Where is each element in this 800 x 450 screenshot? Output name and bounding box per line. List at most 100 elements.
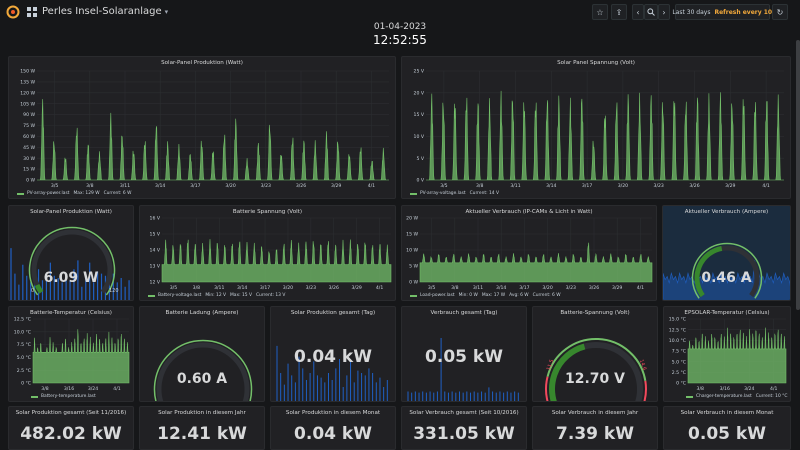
- gauge-threshold-low: [545, 376, 549, 401]
- panel-production-day[interactable]: Solar Produktion gesamt (Tag) 0.04 kW: [270, 306, 396, 402]
- grid-icon[interactable]: [27, 7, 37, 17]
- panel-stat-consumption-total[interactable]: Solar Verbrauch gesamt (Seit 10/2016) 33…: [401, 406, 527, 450]
- zoom-out-button[interactable]: [644, 4, 658, 20]
- panel-battery-voltage-gauge[interactable]: Batterie-Spannung (Volt) 11.5 14.6 12.70…: [532, 306, 658, 402]
- panel-title: Solar Verbrauch in diesem Jahr: [551, 410, 639, 416]
- panel-stat-production-month[interactable]: Solar Produktion in diesem Monat 0.04 kW: [270, 406, 396, 450]
- time-forward-button[interactable]: ›: [658, 4, 670, 20]
- y-tick-label: 15 V: [414, 112, 425, 118]
- page-scrollbar[interactable]: [796, 40, 800, 310]
- x-tick-label: 3/16: [64, 386, 74, 392]
- panel-title: Solar Produktion gesamt (Seit 11/2016): [15, 410, 127, 416]
- current-date: 01-04-2023: [373, 22, 427, 32]
- stat-value: 0.05 kW: [688, 424, 766, 444]
- y-tick-label: 13 V: [150, 264, 161, 270]
- panel-battery-voltage-chart[interactable]: Batterie Spannung (Volt) 12 V 13 V 14 V 15 …: [139, 205, 396, 301]
- panel-title: Solar-Panel Produktion (Watt): [161, 60, 243, 66]
- x-tick-label: 3/8: [41, 386, 48, 392]
- panel-stat-consumption-year[interactable]: Solar Verbrauch in diesem Jahr 7.39 kW: [532, 406, 658, 450]
- x-tick-label: 3/26: [589, 285, 599, 291]
- gauge-threshold-high: [643, 380, 647, 401]
- chart-pv-power: 0 W 15 W 30 W 45 W 60 W 75 W 90 W 105 W 120 W 135…: [20, 69, 389, 189]
- chart-charger-temp: 0 °C 2.5 °C 5.0 °C 7.5 °C 10.0 °C 12.5 °C 15.0…: [669, 317, 787, 392]
- gauge-battery-charge: [153, 339, 253, 401]
- panel-title: EPSOLAR-Temperatur (Celsius): [684, 310, 770, 316]
- panel-pv-power-gauge[interactable]: Solar-Panel Produktion (Watt) 0 120 6.09…: [8, 205, 134, 301]
- legend-series-name: Charger-temperature.last: [696, 394, 752, 399]
- share-button[interactable]: ⇪: [611, 4, 627, 20]
- gauge-threshold-ok: [546, 338, 647, 382]
- panel-stat-consumption-month[interactable]: Solar Verbrauch in diesem Monat 0.05 kW: [663, 406, 791, 450]
- x-tick-label: 3/8: [451, 285, 458, 291]
- time-picker-button[interactable]: Last 30 days Refresh every 10s: [672, 4, 776, 20]
- legend-swatch: [17, 192, 24, 195]
- refresh-button[interactable]: ↻: [772, 4, 788, 20]
- legend-current: Current: 10 °C: [755, 394, 788, 399]
- chart-legend: Charger-temperature.last Current: 10 °C: [686, 394, 790, 399]
- panel-title: Solar-Panel Produktion (Watt): [30, 209, 112, 215]
- panel-stat-production-year[interactable]: Solar Produktion in diesem Jahr 12.41 kW: [139, 406, 265, 450]
- x-tick-label: 3/23: [566, 285, 576, 291]
- x-tick-label: 3/11: [214, 285, 224, 291]
- current-time: 12:52:55: [373, 33, 427, 47]
- y-tick-label: 5 V: [416, 156, 424, 162]
- gauge-track: [156, 342, 250, 401]
- panel-battery-temp-chart[interactable]: Batterie-Temperatur (Celsius) 0 °C 2.5 °C…: [8, 306, 134, 402]
- y-tick-label: 16 V: [150, 216, 161, 222]
- chart-pv-voltage: 0 V 5 V 10 V 15 V 20 V 25 V 3/5 3/8 3/11 3/14 3/17…: [414, 69, 784, 189]
- panel-pv-power-chart[interactable]: Solar-Panel Produktion (Watt) 0 W 15 W 30 …: [8, 56, 396, 199]
- x-tick-label: 4/1: [113, 386, 120, 392]
- time-back-button[interactable]: ‹: [632, 4, 644, 20]
- x-tick-label: 3/23: [654, 183, 664, 189]
- panel-battery-charge-gauge[interactable]: Batterie Ladung (Ampere) 0.60 A: [139, 306, 265, 402]
- y-tick-label: 10 W: [406, 248, 418, 254]
- zoom-out-icon: [647, 8, 655, 16]
- panel-load-current-gauge[interactable]: Aktueller Verbrauch (Ampere) 0.46 A: [662, 205, 791, 301]
- y-tick-label: 20 W: [406, 216, 418, 222]
- panel-pv-voltage-chart[interactable]: Solar Panel Spannung (Volt) 0 V 5 V 10 V 15…: [401, 56, 791, 199]
- legend-swatch: [686, 395, 693, 398]
- panel-consumption-day[interactable]: Verbrauch gesamt (Tag) 0.05 kW: [401, 306, 527, 402]
- x-tick-label: 3/26: [296, 183, 306, 189]
- x-tick-label: 3/5: [170, 285, 177, 291]
- x-tick-label: 3/20: [618, 183, 628, 189]
- y-tick-label: 25 V: [414, 69, 425, 75]
- series-area: [37, 99, 389, 181]
- stat-value: 482.02 kW: [20, 424, 122, 444]
- star-button[interactable]: ☆: [592, 4, 608, 20]
- chevron-down-icon: ▾: [164, 8, 169, 16]
- panel-load-power-chart[interactable]: Aktueller Verbrauch (IP-CAMs & Licht in …: [401, 205, 657, 301]
- legend-current: Current: 6 W: [103, 191, 132, 196]
- refresh-interval-label: Refresh every 10s: [714, 8, 776, 16]
- x-tick-label: 3/14: [237, 285, 247, 291]
- x-tick-label: 3/5: [428, 285, 435, 291]
- chart-battery-temp: 0 °C 2.5 °C 5.0 °C 7.5 °C 10.0 °C 12.5 °C 3/8 3…: [14, 317, 130, 392]
- y-tick-label: 15 W: [23, 167, 35, 173]
- y-tick-label: 0 W: [409, 280, 418, 286]
- chevron-left-icon: ‹: [636, 7, 640, 17]
- x-tick-label: 3/17: [519, 285, 529, 291]
- y-tick-label: 45 W: [23, 145, 35, 151]
- dashboard-title[interactable]: Perles Insel-Solaranlage ▾: [42, 6, 168, 17]
- x-tick-label: 3/14: [546, 183, 556, 189]
- x-tick-label: 3/5: [51, 183, 58, 189]
- y-tick-label: 0 °C: [676, 381, 686, 387]
- panel-charger-temp-chart[interactable]: EPSOLAR-Temperatur (Celsius) 0 °C 2.5 °C 5…: [663, 306, 791, 402]
- y-tick-label: 12.5 °C: [14, 317, 31, 323]
- chart-legend: PV-array-power.last Max: 129 W Current: …: [17, 191, 135, 196]
- y-tick-label: 60 W: [23, 134, 35, 140]
- x-tick-label: 3/26: [689, 183, 699, 189]
- legend-swatch: [410, 192, 417, 195]
- x-tick-label: 3/16: [720, 386, 730, 392]
- grafana-logo-icon[interactable]: [6, 5, 20, 19]
- x-tick-label: 3/14: [496, 285, 506, 291]
- legend-min: Min: 0 W: [458, 293, 478, 298]
- stat-value: 0.05 kW: [425, 347, 503, 367]
- legend-swatch: [148, 294, 155, 297]
- y-tick-label: 90 W: [23, 112, 35, 118]
- panel-stat-production-total[interactable]: Solar Produktion gesamt (Seit 11/2016) 4…: [8, 406, 134, 450]
- chart-legend: PV-array-voltage.last Current: 14 V: [410, 191, 503, 196]
- y-tick-label: 0 °C: [21, 381, 31, 387]
- y-tick-label: 75 W: [23, 123, 35, 129]
- x-tick-label: 3/8: [193, 285, 200, 291]
